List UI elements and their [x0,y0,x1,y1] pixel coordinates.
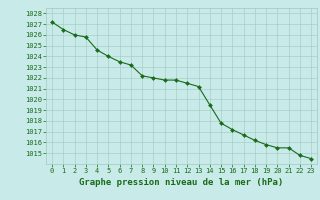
X-axis label: Graphe pression niveau de la mer (hPa): Graphe pression niveau de la mer (hPa) [79,178,284,187]
